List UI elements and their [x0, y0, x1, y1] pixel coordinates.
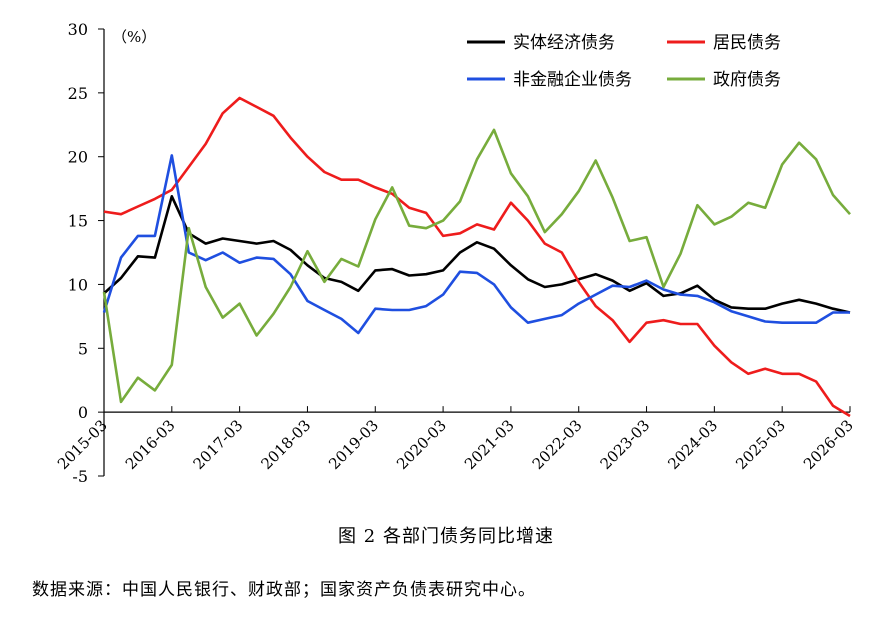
- x-tick-label: 2018-03: [257, 416, 314, 473]
- unit-label: （%）: [112, 28, 156, 46]
- y-tick-label: 10: [68, 275, 88, 294]
- x-tick-label: 2022-03: [529, 416, 586, 473]
- y-tick-label: 5: [78, 339, 88, 358]
- x-tick-label: 2026-03: [800, 416, 857, 473]
- legend-label: 居民债务: [713, 33, 781, 53]
- figure-caption: 图 2 各部门债务同比增速: [338, 526, 554, 547]
- y-tick-label: 0: [78, 403, 88, 422]
- figure-source: 数据来源：中国人民银行、财政部；国家资产负债表研究中心。: [32, 580, 536, 600]
- legend-label: 政府债务: [713, 70, 781, 90]
- x-tick-label: 2016-03: [122, 416, 179, 473]
- legend-label: 实体经济债务: [513, 33, 615, 53]
- x-tick-label: 2024-03: [664, 416, 721, 473]
- x-tick-label: 2015-03: [54, 416, 111, 473]
- series-line-居民债务: [103, 96, 851, 418]
- y-tick-label: -5: [72, 467, 88, 486]
- legend-label: 非金融企业债务: [513, 70, 632, 90]
- series-line-政府债务: [102, 128, 851, 404]
- x-tick-label: 2025-03: [732, 416, 789, 473]
- x-tick-label: 2020-03: [393, 416, 450, 473]
- series-line-非金融企业债务: [102, 154, 850, 335]
- chart: -5 0 5 10 15 20 25 30 2015-03 2016-03 2017-03 2018-…: [54, 20, 857, 486]
- x-tick-label: 2023-03: [597, 416, 654, 473]
- y-tick-label: 30: [68, 20, 88, 39]
- series-lines: [102, 96, 851, 418]
- y-tick-label: 20: [68, 148, 88, 167]
- series-line-实体经济债务: [103, 195, 851, 314]
- y-tick-label: 25: [68, 84, 88, 103]
- y-tick-label: 15: [68, 212, 88, 231]
- x-tick-label: 2017-03: [190, 416, 247, 473]
- x-tick-label: 2019-03: [325, 416, 382, 473]
- x-tick-label: 2021-03: [461, 416, 518, 473]
